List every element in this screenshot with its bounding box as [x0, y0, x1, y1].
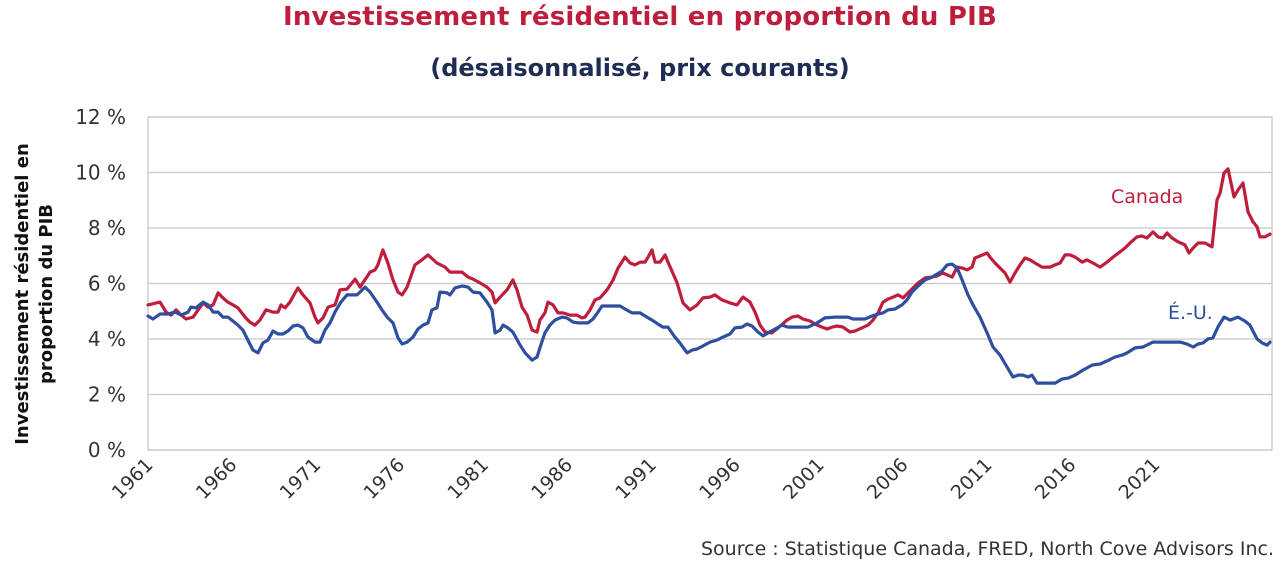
series-label-us: É.-U. — [1168, 301, 1213, 324]
x-tick-label: 1976 — [359, 454, 409, 504]
y-tick-label: 12 % — [75, 105, 126, 129]
plot-frame — [147, 116, 1273, 451]
x-tick-label: 1986 — [527, 454, 577, 504]
y-tick-label: 0 % — [88, 438, 126, 462]
x-tick-label: 2016 — [1031, 454, 1081, 504]
x-tick-label: 1996 — [695, 454, 745, 504]
y-tick-label: 2 % — [88, 383, 126, 407]
x-tick-label: 2011 — [947, 454, 997, 504]
x-tick-label: 1991 — [611, 454, 661, 504]
chart-title: Investissement résidentiel en proportion… — [282, 2, 998, 32]
x-tick-label: 1981 — [443, 454, 493, 504]
y-tick-label: 6 % — [88, 272, 126, 296]
chart-subtitle: (désaisonnalisé, prix courants) — [430, 54, 850, 82]
x-tick-label: 2001 — [779, 454, 829, 504]
x-tick-label: 1966 — [192, 454, 242, 504]
y-tick-label: 4 % — [88, 327, 126, 351]
series-line-canada — [146, 167, 1272, 335]
x-tick-label: 2021 — [1115, 454, 1165, 504]
y-tick-label: 10 % — [75, 161, 126, 185]
x-tick-label: 1971 — [276, 454, 326, 504]
series-label-canada: Canada — [1111, 186, 1183, 208]
y-tick-label: 8 % — [88, 216, 126, 240]
x-tick-label: 2006 — [863, 454, 913, 504]
series-line-us — [146, 262, 1272, 385]
source-note: Source : Statistique Canada, FRED, North… — [701, 538, 1274, 560]
